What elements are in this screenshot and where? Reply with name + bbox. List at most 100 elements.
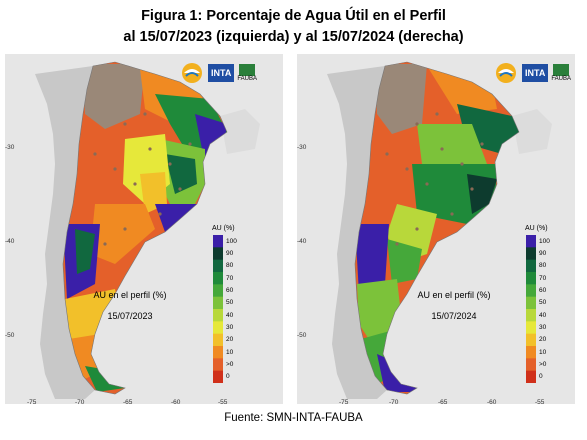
legend-swatch <box>213 358 223 372</box>
legend-swatch <box>526 346 536 359</box>
legend-tick-label: 20 <box>226 336 234 344</box>
legend-swatch <box>526 309 536 322</box>
legend-swatch <box>526 272 536 285</box>
argentina-outline <box>62 61 228 395</box>
legend-swatch <box>526 321 536 335</box>
fauba-logo-text: FAUBA <box>237 75 258 82</box>
map-label-line1: AU en el perfil (%) <box>417 290 491 300</box>
y-tick: -40 <box>5 238 15 245</box>
x-tick: -55 <box>535 399 545 406</box>
legend-tick-label: 80 <box>226 262 234 270</box>
fauba-logo-text: FAUBA <box>551 75 572 82</box>
x-tick: -65 <box>438 399 448 406</box>
map-label-date: 15/07/2024 <box>431 311 477 321</box>
legend-colorbar <box>526 235 536 383</box>
smn-logo-icon <box>496 63 516 83</box>
legend-swatch <box>213 235 223 248</box>
legend-swatch <box>526 333 536 347</box>
station-markers <box>385 112 484 246</box>
x-tick: -75 <box>339 399 349 406</box>
legend-swatch <box>526 284 536 298</box>
neighbor-region <box>512 109 552 154</box>
map-panel-2023: INTA FAUBA AU (%) 100 90 80 70 60 50 40 30 20 10 >… <box>5 54 283 406</box>
source-footer: Fuente: SMN-INTA-FAUBA <box>224 412 363 424</box>
y-tick: -30 <box>5 144 15 151</box>
legend-tick-label: 100 <box>226 237 237 245</box>
legend-swatch <box>213 370 223 383</box>
legend-tick-label: 0 <box>226 373 230 381</box>
legend-swatch <box>526 235 536 248</box>
y-tick: -30 <box>297 144 307 151</box>
x-tick: -60 <box>171 399 181 406</box>
legend-tick-label: 30 <box>226 324 234 331</box>
institution-logos: INTA FAUBA <box>179 60 257 86</box>
legend-tick-label: 70 <box>539 274 547 282</box>
y-tick: -50 <box>297 332 307 339</box>
legend-tick-label: 40 <box>226 311 234 319</box>
station-markers <box>93 112 192 246</box>
legend-swatch <box>213 247 223 261</box>
legend-swatch <box>213 272 223 285</box>
map-panel-2024: INTA FAUBA AU (%) 100 90 80 70 60 50 40 30 20 10 >… <box>297 54 575 406</box>
legend-tick-label: 40 <box>539 311 547 319</box>
legend-swatch <box>213 321 223 335</box>
y-tick: -40 <box>297 238 307 245</box>
legend-tick-label: 60 <box>226 287 234 294</box>
legend-swatch <box>213 296 223 310</box>
legend-tick-label: >0 <box>539 361 547 368</box>
chile-region <box>327 66 387 399</box>
legend-colorbar <box>213 235 223 383</box>
legend-swatch <box>526 259 536 273</box>
legend-tick-label: 20 <box>539 336 547 344</box>
inta-logo: INTA <box>522 64 549 82</box>
figure-subtitle: al 15/07/2023 (izquierda) y al 15/07/202… <box>123 29 464 45</box>
legend-swatch <box>213 259 223 273</box>
legend-swatch <box>526 247 536 261</box>
legend-swatch <box>526 370 536 383</box>
legend-swatch <box>526 296 536 310</box>
legend-tick-label: 90 <box>226 250 234 257</box>
legend-swatch <box>213 284 223 298</box>
legend-tick-label: 50 <box>226 299 234 307</box>
color-legend: AU (%) 100 90 80 70 60 50 40 30 20 10 >0 0 <box>525 225 563 385</box>
institution-logos: INTA FAUBA <box>493 60 571 86</box>
legend-swatch <box>213 333 223 347</box>
legend-tick-label: 10 <box>226 348 234 356</box>
color-legend: AU (%) 100 90 80 70 60 50 40 30 20 10 >0 0 <box>212 225 250 385</box>
legend-tick-label: 80 <box>539 262 547 270</box>
x-tick: -60 <box>487 399 497 406</box>
x-tick: -70 <box>389 399 399 406</box>
legend-tick-label: 10 <box>539 348 547 356</box>
map-label-date: 15/07/2023 <box>107 311 153 321</box>
figure-title: Figura 1: Porcentaje de Agua Útil en el … <box>141 8 446 24</box>
fauba-logo: FAUBA <box>551 63 572 83</box>
legend-title: AU (%) <box>525 225 548 232</box>
legend-tick-label: >0 <box>226 361 234 368</box>
legend-tick-label: 30 <box>539 324 547 331</box>
chile-region <box>35 66 95 399</box>
neighbor-region <box>220 109 260 154</box>
x-tick: -55 <box>218 399 228 406</box>
x-tick: -70 <box>75 399 85 406</box>
legend-tick-label: 60 <box>539 287 547 294</box>
legend-swatch <box>213 346 223 359</box>
map-2023 <box>35 61 260 399</box>
argentina-outline <box>354 61 520 395</box>
y-tick: -50 <box>5 332 15 339</box>
fauba-emblem-icon <box>239 63 256 76</box>
smn-logo-icon <box>182 63 202 83</box>
fauba-emblem-icon <box>553 63 570 76</box>
legend-title: AU (%) <box>212 225 235 232</box>
legend-tick-label: 70 <box>226 274 234 282</box>
inta-logo: INTA <box>208 64 235 82</box>
legend-tick-label: 100 <box>539 237 550 245</box>
legend-tick-label: 50 <box>539 299 547 307</box>
map-label-line1: AU en el perfil (%) <box>93 290 167 300</box>
legend-swatch <box>526 358 536 372</box>
fauba-logo: FAUBA <box>237 63 258 83</box>
legend-tick-label: 90 <box>539 250 547 257</box>
map-2024 <box>327 61 552 399</box>
legend-tick-label: 0 <box>539 373 543 381</box>
legend-swatch <box>213 309 223 322</box>
x-tick: -75 <box>27 399 37 406</box>
